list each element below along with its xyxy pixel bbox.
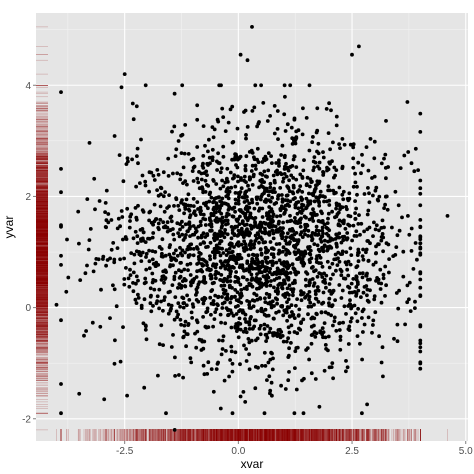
y-rug xyxy=(36,26,48,431)
x-rug xyxy=(56,429,448,441)
